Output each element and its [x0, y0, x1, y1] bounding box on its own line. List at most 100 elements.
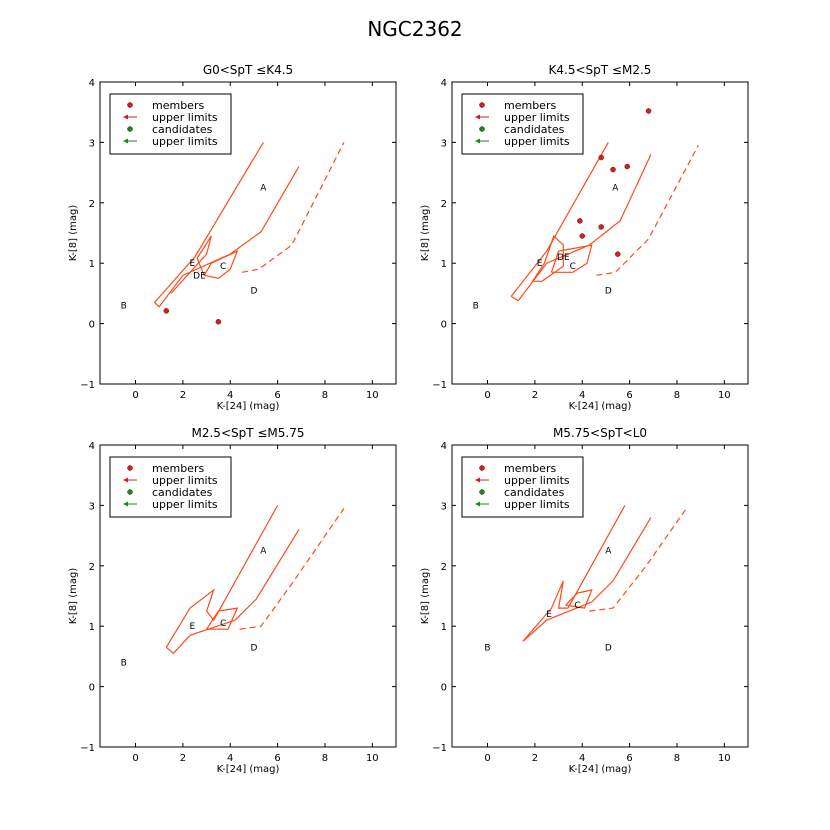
- region-label-a: A: [260, 547, 267, 557]
- panel-title: K4.5<SpT ≤M2.5: [549, 63, 652, 77]
- x-tick-label: 0: [132, 390, 138, 401]
- legend-label: members: [152, 99, 204, 112]
- x-tick-label: 6: [274, 753, 280, 764]
- y-tick-label: 2: [441, 199, 447, 210]
- legend-marker: [479, 126, 485, 132]
- x-tick-label: 0: [132, 753, 138, 764]
- x-tick-label: 0: [484, 390, 490, 401]
- legend-arrow-head: [475, 501, 480, 507]
- legend-arrow-head: [123, 477, 128, 483]
- y-tick-label: −1: [432, 743, 447, 754]
- x-tick-label: 6: [274, 390, 280, 401]
- y-tick-label: 3: [89, 501, 95, 512]
- y-axis-label: K-[8] (mag): [420, 568, 431, 625]
- y-tick-label: 4: [89, 441, 95, 452]
- y-tick-label: 3: [441, 138, 447, 149]
- legend-marker: [127, 102, 133, 108]
- legend-marker: [479, 102, 485, 108]
- x-tick-label: 4: [579, 390, 585, 401]
- region-label-c: C: [574, 601, 580, 611]
- model-line: [522, 505, 626, 642]
- member-point: [163, 308, 170, 314]
- model-line: [550, 244, 593, 273]
- y-tick-label: 4: [441, 78, 447, 89]
- y-tick-label: 0: [89, 320, 95, 331]
- y-tick-label: 2: [89, 199, 95, 210]
- region-label-b: B: [484, 643, 490, 653]
- legend-label: upper limits: [152, 135, 218, 148]
- region-label-e: E: [190, 259, 196, 269]
- y-tick-label: 1: [89, 622, 95, 633]
- legend-marker: [127, 126, 133, 132]
- x-tick-label: 8: [674, 753, 680, 764]
- model-line: [522, 517, 652, 642]
- x-tick-label: 8: [322, 753, 328, 764]
- region-label-de: DE: [557, 253, 570, 263]
- x-tick-label: 10: [366, 390, 379, 401]
- y-tick-label: 3: [441, 501, 447, 512]
- region-label-d: D: [250, 643, 257, 653]
- y-tick-label: 2: [89, 562, 95, 573]
- member-point: [579, 233, 585, 239]
- model-line: [154, 142, 264, 303]
- region-label-b: B: [121, 301, 127, 311]
- y-tick-label: 1: [89, 259, 95, 270]
- x-tick-label: 10: [718, 390, 731, 401]
- member-point: [215, 319, 222, 325]
- legend-label: candidates: [504, 123, 565, 136]
- region-label-b: B: [121, 658, 127, 668]
- x-axis-label: K-[24] (mag): [217, 401, 280, 412]
- y-axis-label: K-[8] (mag): [420, 205, 431, 262]
- plot-frame: [451, 81, 749, 385]
- legend-label: upper limits: [152, 111, 218, 124]
- y-tick-label: 1: [441, 259, 447, 270]
- figure-title: NGC2362: [367, 17, 462, 41]
- y-tick-label: 0: [89, 683, 95, 694]
- region-label-e: E: [537, 259, 543, 269]
- panel-title: G0<SpT ≤K4.5: [203, 63, 293, 77]
- region-label-a: A: [612, 184, 619, 194]
- x-tick-label: 6: [626, 753, 632, 764]
- model-line: [510, 154, 652, 302]
- model-line: [170, 235, 212, 294]
- region-label-c: C: [220, 262, 226, 272]
- x-tick-label: 4: [227, 390, 233, 401]
- x-tick-label: 8: [674, 390, 680, 401]
- region-label-a: A: [260, 184, 267, 194]
- y-tick-label: 4: [89, 78, 95, 89]
- x-tick-label: 8: [322, 390, 328, 401]
- legend-label: upper limits: [504, 135, 570, 148]
- region-label-d: D: [605, 286, 612, 296]
- region-label-de: DE: [193, 271, 206, 281]
- region-label-e: E: [190, 622, 196, 632]
- y-axis-label: K-[8] (mag): [68, 205, 79, 262]
- member-point: [615, 251, 621, 257]
- model-line-dashed: [241, 142, 345, 273]
- x-tick-label: 2: [180, 390, 186, 401]
- y-tick-label: 4: [441, 441, 447, 452]
- x-tick-label: 2: [532, 390, 538, 401]
- x-tick-label: 6: [626, 390, 632, 401]
- region-label-c: C: [570, 262, 576, 272]
- model-line: [203, 249, 239, 279]
- model-line: [165, 529, 300, 655]
- plot-frame: [99, 81, 397, 385]
- legend-label: candidates: [152, 486, 213, 499]
- legend-marker: [127, 489, 133, 495]
- legend-arrow-head: [123, 501, 128, 507]
- legend-label: upper limits: [504, 474, 570, 487]
- legend-label: upper limits: [152, 498, 218, 511]
- x-axis-label: K-[24] (mag): [217, 764, 280, 775]
- region-label-d: D: [605, 643, 612, 653]
- y-tick-label: −1: [80, 743, 95, 754]
- x-tick-label: 2: [180, 753, 186, 764]
- legend-marker: [479, 465, 485, 471]
- legend-label: members: [152, 462, 204, 475]
